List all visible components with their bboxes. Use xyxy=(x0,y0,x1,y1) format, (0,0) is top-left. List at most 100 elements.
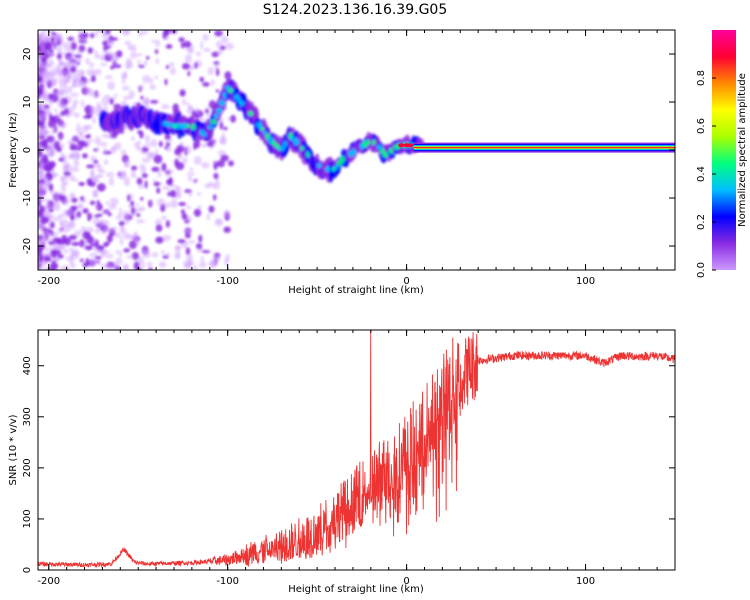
spectrogram-noise-blob xyxy=(44,63,52,69)
spectrogram-noise-blob xyxy=(45,162,54,172)
spectrogram-noise-blob xyxy=(38,238,43,244)
spectrogram-ridge-highlight xyxy=(339,156,346,164)
spectrogram-noise-blob xyxy=(96,164,103,172)
spectrogram-noise-blob xyxy=(74,230,82,238)
spectrogram-noise-blob xyxy=(166,252,171,257)
spectrogram-heat xyxy=(38,30,675,270)
spectrogram-noise-blob xyxy=(76,211,82,218)
spectrogram-noise-blob xyxy=(141,100,149,105)
spectrogram-ridge-highlight xyxy=(218,99,226,107)
spectrogram-noise-blob xyxy=(185,253,193,261)
spectrogram-noise-blob xyxy=(51,31,57,36)
spectrogram-noise-blob xyxy=(220,35,229,44)
spectrogram-noise-blob xyxy=(105,201,109,205)
spectrogram-noise-blob xyxy=(109,65,115,70)
spectrogram-noise-blob xyxy=(196,51,202,57)
spectrogram-noise-blob xyxy=(133,101,138,107)
spectrogram-noise-blob xyxy=(217,159,225,168)
spectrogram-noise-blob xyxy=(181,213,188,220)
spectrogram-ytick-label: 0 xyxy=(22,147,33,153)
spectrogram-ridge-highlight xyxy=(222,91,227,99)
spectrogram-noise-blob xyxy=(151,251,159,258)
spectrogram-noise-blob xyxy=(212,161,216,165)
spectrogram-noise-blob xyxy=(84,245,92,250)
spectrogram-noise-blob xyxy=(107,81,115,91)
spectrogram-noise-blob xyxy=(196,192,202,196)
spectrogram-noise-blob xyxy=(153,181,161,187)
spectrogram-noise-blob xyxy=(164,78,168,86)
spectrogram-noise-blob xyxy=(97,213,103,217)
spectrogram-noise-blob xyxy=(142,74,151,84)
spectrogram-noise-blob xyxy=(155,39,161,48)
spectrogram-noise-blob xyxy=(130,51,137,59)
spectrogram-noise-blob xyxy=(82,208,89,214)
spectrogram-noise-blob xyxy=(69,194,75,200)
spectrogram-ytick-label: 10 xyxy=(22,96,33,109)
spectrogram-noise-blob xyxy=(202,34,209,41)
spectrogram-noise-blob xyxy=(71,42,77,50)
spectrogram-noise-blob xyxy=(215,40,222,49)
spectrogram-ridge-highlight xyxy=(247,110,254,117)
spectrogram-noise-blob xyxy=(136,177,143,185)
spectrogram-noise-blob xyxy=(217,150,226,157)
snr-xtick-label: -100 xyxy=(216,576,239,587)
colorbar-ticks: 0.0 0.2 0.4 0.6 0.8 xyxy=(696,70,716,278)
spectrogram-noise-blob xyxy=(69,247,74,252)
spectrogram-noise-blob xyxy=(89,252,98,258)
spectrogram-noise-blob xyxy=(151,166,160,172)
spectrogram-noise-blob xyxy=(204,183,212,189)
spectrogram-noise-blob xyxy=(169,67,176,75)
spectrogram-noise-blob xyxy=(95,245,104,250)
spectrogram-noise-blob xyxy=(38,200,41,205)
spectrogram-noise-blob xyxy=(130,212,137,216)
spectrogram-noise-blob xyxy=(130,136,135,142)
spectrogram-noise-blob xyxy=(38,222,42,228)
spectrogram-noise-blob xyxy=(182,157,188,165)
spectrogram-noise-blob xyxy=(43,104,50,109)
spectrogram-noise-blob xyxy=(95,68,102,76)
spectrogram-noise-blob xyxy=(170,199,178,209)
spectrogram-noise-blob xyxy=(113,93,118,99)
spectrogram-noise-blob xyxy=(136,212,141,217)
spectrogram-noise-blob xyxy=(68,86,73,94)
spectrogram-noise-blob xyxy=(158,140,163,148)
spectrogram-noise-blob xyxy=(58,157,65,162)
spectrogram-noise-blob xyxy=(94,136,101,145)
spectrogram-noise-blob xyxy=(121,75,126,85)
spectrogram-noise-blob xyxy=(62,123,67,128)
spectrogram-noise-blob xyxy=(69,65,77,73)
snr-xlabel: Height of straight line (km) xyxy=(288,584,424,595)
spectrogram-blobs xyxy=(38,30,425,270)
spectrogram-noise-blob xyxy=(69,221,74,228)
spectrogram-noise-blob xyxy=(145,142,151,147)
spectrogram-noise-blob xyxy=(137,84,145,91)
spectrogram-noise-blob xyxy=(42,138,47,146)
spectrogram-noise-blob xyxy=(151,39,156,43)
spectrogram-noise-blob xyxy=(135,219,145,224)
spectrogram-noise-blob xyxy=(49,150,53,157)
spectrogram-noise-blob xyxy=(174,245,181,252)
spectrogram-noise-blob xyxy=(198,234,203,243)
spectrogram-noise-blob xyxy=(47,93,53,100)
spectrogram-noise-blob xyxy=(149,84,157,90)
spectrogram-noise-blob xyxy=(70,92,79,97)
spectrogram-noise-blob xyxy=(49,80,57,87)
spectrogram-noise-blob xyxy=(70,147,78,151)
spectrogram-noise-blob xyxy=(200,256,204,262)
spectrogram-noise-blob xyxy=(203,47,212,53)
spectrogram-noise-blob xyxy=(137,256,145,265)
spectrogram-noise-blob xyxy=(104,135,114,139)
spectrogram-noise-blob xyxy=(148,267,153,270)
spectrogram-noise-blob xyxy=(107,38,111,47)
spectrogram-noise-blob xyxy=(166,179,173,185)
spectrogram-noise-blob xyxy=(78,131,85,140)
spectrogram-noise-blob xyxy=(96,146,100,153)
spectrogram-noise-blob xyxy=(116,50,123,58)
spectrogram-noise-blob xyxy=(168,62,175,67)
spectrogram-noise-blob xyxy=(46,214,56,219)
spectrogram-noise-blob xyxy=(187,48,194,55)
spectrogram-noise-blob xyxy=(193,139,201,149)
spectrogram-noise-blob xyxy=(94,228,101,234)
spectrogram-noise-blob xyxy=(94,204,99,210)
spectrogram-noise-blob xyxy=(115,257,123,265)
